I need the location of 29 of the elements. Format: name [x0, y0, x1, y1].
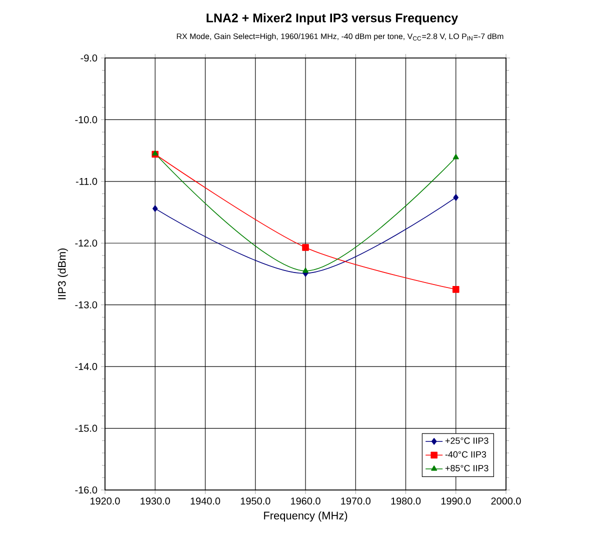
x-tick-label: 1990.0 [441, 498, 471, 505]
point [452, 286, 460, 293]
x-tick-label: 1950.0 [240, 498, 270, 505]
x-tick-label: 1960.0 [291, 498, 320, 505]
y-tick-label: -13.0 [75, 301, 98, 308]
y-tick-label: -9.0 [80, 54, 98, 62]
x-tick-label: 1980.0 [391, 498, 421, 505]
y-tick-label: -16.0 [75, 486, 98, 494]
legend-label: -40°C IIP3 [445, 451, 486, 458]
legend-label: +25°C IIP3 [445, 438, 488, 444]
x-tick-label: 1920.0 [90, 498, 120, 505]
y-axis-title: IIP3 (dBm) [58, 248, 68, 300]
chart-title: LNA2 + Mixer2 Input IP3 versus Frequency [206, 13, 458, 25]
x-axis-title: Frequency (MHz) [264, 511, 348, 522]
y-tick-label: -10.0 [75, 116, 98, 124]
x-tick-label: 1930.0 [140, 498, 170, 505]
point [302, 268, 309, 273]
x-tick-label: 2000.0 [491, 498, 521, 505]
y-tick-label: -11.0 [76, 178, 98, 185]
point [452, 154, 459, 160]
point [453, 194, 459, 201]
legend-label: +85°C IIP3 [445, 464, 488, 472]
y-tick-label: -12.0 [75, 240, 98, 247]
point [302, 244, 309, 251]
x-tick-label: 1940.0 [190, 498, 220, 505]
point [152, 205, 158, 212]
x-tick-label: 1970.0 [341, 498, 370, 505]
y-tick-label: -14.0 [75, 363, 98, 370]
y-tick-label: -15.0 [75, 424, 98, 432]
